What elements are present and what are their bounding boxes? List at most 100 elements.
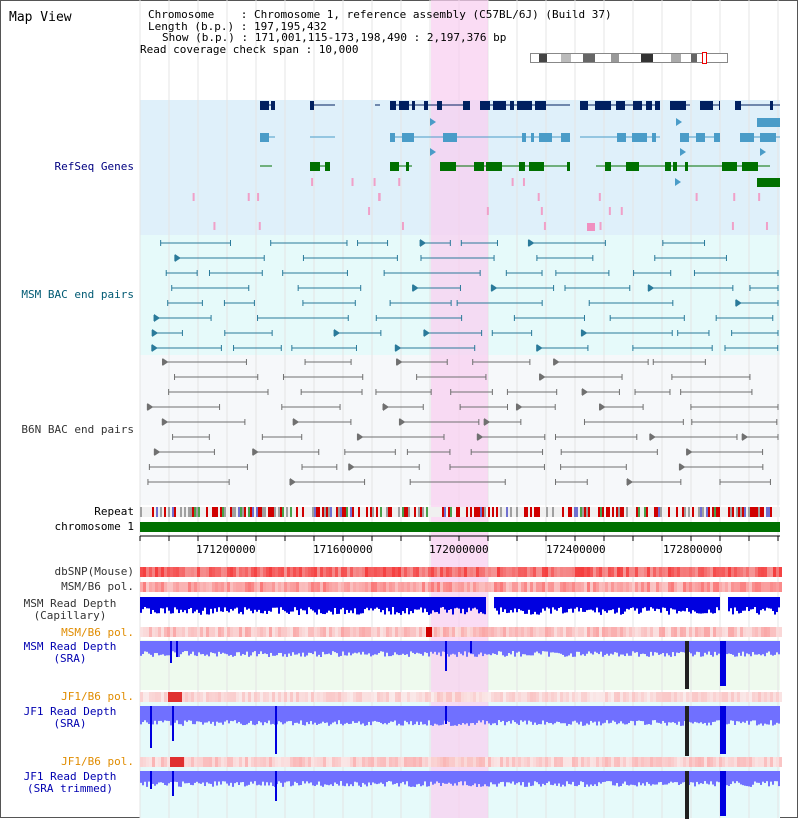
dbsnp-cell <box>242 567 245 577</box>
repeat-segment <box>228 507 230 517</box>
jf1-b6-pol-trimmed-cell <box>356 757 359 767</box>
dbsnp-cell <box>770 567 773 577</box>
jf1-sra-depth-bar <box>512 706 514 721</box>
repeat-segment <box>304 507 306 517</box>
msm-sra-depth-bar <box>476 641 478 657</box>
msm-b6-pol-sra-cell <box>650 627 653 637</box>
dbsnp-cell <box>395 567 398 577</box>
jf1-sra-depth-bar <box>292 706 294 726</box>
repeat-segment <box>362 507 364 517</box>
repeat-segment <box>292 507 294 517</box>
jf1-trimmed-depth-bar <box>156 771 158 785</box>
repeat-segment <box>676 507 678 517</box>
msm-b6-pol-cell <box>500 582 503 592</box>
repeat-segment <box>334 507 336 517</box>
msm-b6-pol-cell <box>743 582 746 592</box>
msm-b6-pol-cell <box>443 582 446 592</box>
jf1-trimmed-depth-bar <box>620 771 622 786</box>
b6n-bac-pair-end <box>679 463 686 471</box>
dbsnp-cell <box>236 567 239 577</box>
jf1-sra-depth-bar <box>644 706 646 725</box>
msm-b6-pol-cell <box>764 582 767 592</box>
jf1-b6-pol-trimmed-cell <box>683 757 686 767</box>
msm-b6-pol-sra-cell <box>671 627 674 637</box>
jf1-trimmed-depth-bar <box>228 771 230 786</box>
msm-b6-pol-cell <box>140 582 143 592</box>
jf1-trimmed-depth-bar <box>506 771 508 783</box>
msm-b6-pol-cell <box>311 582 314 592</box>
msm-b6-pol-cell <box>701 582 704 592</box>
repeat-segment <box>336 507 338 517</box>
jf1-sra-depth-bar <box>258 706 260 722</box>
jf1-sra-depth-bar <box>358 706 360 722</box>
gene-exon <box>412 101 415 110</box>
jf1-trimmed-depth-bar <box>592 771 594 786</box>
msm-b6-pol-cell <box>620 582 623 592</box>
jf1-b6-pol-cell <box>368 692 371 702</box>
jf1-trimmed-depth-bar <box>768 771 770 787</box>
msm-sra-depth-bar-spike <box>445 641 447 671</box>
dbsnp-cell <box>692 567 695 577</box>
msm-sra-depth-bar <box>484 641 486 654</box>
jf1-b6-pol-cell <box>542 692 545 702</box>
coverage-span-line: Read coverage check span : 10,000 <box>140 42 359 56</box>
chromosome-ideogram[interactable] <box>530 52 728 64</box>
msm-b6-pol-sra-cell <box>437 627 440 637</box>
jf1-trimmed-depth-bar <box>280 771 282 783</box>
jf1-b6-pol-trimmed-cell <box>638 757 641 767</box>
msm-sra-depth-bar <box>174 641 176 653</box>
jf1-b6-pol-cell <box>374 692 377 702</box>
capillary-depth-bar <box>456 597 458 608</box>
b6n-bac-pair-end <box>348 463 355 471</box>
jf1-b6-pol-trimmed-cell <box>299 757 302 767</box>
msm-sra-depth-bar <box>618 641 620 657</box>
msm-bac-pair-end <box>536 344 543 352</box>
capillary-depth-bar <box>680 597 682 612</box>
msm-b6-pol-sra-cell <box>698 627 701 637</box>
jf1-b6-pol-trimmed-cell <box>602 757 605 767</box>
jf1-trimmed-depth-bar <box>416 771 418 785</box>
dbsnp-cell <box>185 567 188 577</box>
jf1-sra-depth-bar <box>256 706 258 725</box>
jf1-sra-depth-bar <box>566 706 568 726</box>
jf1-sra-depth-bar <box>662 706 664 721</box>
jf1-b6-pol-trimmed-cell <box>218 757 221 767</box>
jf1-trimmed-depth-bar <box>676 771 678 783</box>
gene-exon <box>310 101 314 110</box>
jf1-trimmed-depth-bar <box>622 771 624 784</box>
jf1-b6-pol-trimmed-cell <box>434 757 437 767</box>
dbsnp-cell <box>221 567 224 577</box>
jf1-trimmed-depth-bar <box>466 771 468 786</box>
jf1-b6-pol-trimmed-cell <box>635 757 638 767</box>
jf1-b6-pol-cell <box>773 692 776 702</box>
jf1-b6-pol-cell <box>560 692 563 702</box>
msm-sra-depth-bar <box>576 641 578 652</box>
msm-sra-depth-bar <box>714 641 716 652</box>
repeat-segment <box>166 507 168 517</box>
jf1-sra-depth-bar <box>632 706 634 722</box>
dbsnp-cell <box>587 567 590 577</box>
capillary-depth-bar <box>704 597 706 614</box>
dbsnp-cell <box>389 567 392 577</box>
repeat-segment <box>578 507 580 517</box>
jf1-trimmed-depth-bar <box>382 771 384 784</box>
capillary-depth-bar <box>266 597 268 614</box>
capillary-depth-bar <box>234 597 236 609</box>
selected-region-highlight <box>431 0 488 818</box>
msm-sra-depth-bar <box>298 641 300 654</box>
capillary-depth-bar <box>280 597 282 608</box>
capillary-depth-bar <box>260 597 262 614</box>
repeat-segment <box>268 507 270 517</box>
jf1-sra-depth-bar <box>268 706 270 721</box>
msm-b6-pol-cell <box>593 582 596 592</box>
jf1-b6-pol-trimmed-cell <box>206 757 209 767</box>
dbsnp-cell <box>254 567 257 577</box>
jf1-trimmed-depth-bar <box>182 771 184 782</box>
jf1-b6-pol-trimmed-cell <box>734 757 737 767</box>
jf1-b6-pol-cell <box>287 692 290 702</box>
msm-sra-depth-bar <box>680 641 682 652</box>
jf1-trimmed-depth-bar <box>288 771 290 782</box>
msm-b6-pol-sra-cell <box>602 627 605 637</box>
gene-exon <box>539 133 552 142</box>
